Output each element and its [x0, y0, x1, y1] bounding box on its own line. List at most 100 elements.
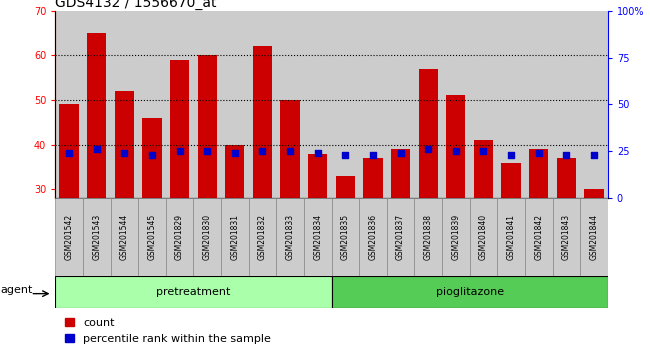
Text: GSM201831: GSM201831 — [230, 214, 239, 260]
Bar — [335, 176, 355, 198]
FancyBboxPatch shape — [248, 198, 276, 276]
Text: agent: agent — [0, 285, 32, 296]
Bar — [221, 11, 248, 198]
Bar — [525, 11, 552, 198]
FancyBboxPatch shape — [276, 198, 304, 276]
Text: GSM201833: GSM201833 — [285, 214, 294, 260]
Text: GSM201838: GSM201838 — [424, 214, 433, 260]
Point — [92, 147, 102, 152]
Point — [64, 150, 74, 156]
FancyBboxPatch shape — [83, 198, 111, 276]
Point — [174, 149, 185, 154]
FancyBboxPatch shape — [415, 198, 442, 276]
Bar — [584, 189, 604, 198]
Bar — [446, 96, 465, 198]
Bar — [501, 162, 521, 198]
Bar — [415, 11, 442, 198]
Bar — [111, 11, 138, 198]
Text: GSM201835: GSM201835 — [341, 214, 350, 260]
Point — [285, 149, 295, 154]
FancyBboxPatch shape — [469, 198, 497, 276]
Point — [506, 152, 516, 158]
Bar — [419, 69, 438, 198]
FancyBboxPatch shape — [332, 198, 359, 276]
FancyBboxPatch shape — [138, 198, 166, 276]
Bar — [552, 11, 580, 198]
Text: GSM201843: GSM201843 — [562, 214, 571, 260]
FancyBboxPatch shape — [580, 198, 608, 276]
Bar — [253, 46, 272, 198]
Bar — [194, 11, 221, 198]
FancyBboxPatch shape — [552, 198, 580, 276]
Bar — [497, 11, 525, 198]
Point — [478, 149, 489, 154]
Bar — [469, 11, 497, 198]
Bar — [580, 11, 608, 198]
FancyBboxPatch shape — [387, 198, 415, 276]
Point — [202, 149, 213, 154]
FancyBboxPatch shape — [525, 198, 552, 276]
Text: GSM201543: GSM201543 — [92, 214, 101, 260]
Legend: count, percentile rank within the sample: count, percentile rank within the sample — [61, 314, 276, 348]
FancyBboxPatch shape — [166, 198, 194, 276]
Point — [450, 149, 461, 154]
Text: GSM201830: GSM201830 — [203, 214, 212, 260]
Text: GDS4132 / 1556670_at: GDS4132 / 1556670_at — [55, 0, 216, 10]
FancyBboxPatch shape — [55, 198, 83, 276]
Text: GSM201832: GSM201832 — [258, 214, 267, 260]
Bar — [248, 11, 276, 198]
FancyBboxPatch shape — [55, 276, 332, 308]
Bar — [332, 11, 359, 198]
Text: GSM201837: GSM201837 — [396, 214, 405, 260]
Bar — [55, 11, 83, 198]
FancyBboxPatch shape — [359, 198, 387, 276]
Bar — [308, 154, 328, 198]
Bar — [87, 33, 107, 198]
Bar — [170, 60, 189, 198]
Point — [340, 152, 350, 158]
Bar — [59, 104, 79, 198]
Text: GSM201840: GSM201840 — [479, 214, 488, 260]
Bar — [359, 11, 387, 198]
Bar — [198, 55, 217, 198]
Bar — [142, 118, 162, 198]
Bar — [304, 11, 332, 198]
Point — [257, 149, 268, 154]
Text: GSM201542: GSM201542 — [64, 214, 73, 260]
Text: GSM201839: GSM201839 — [451, 214, 460, 260]
FancyBboxPatch shape — [497, 198, 525, 276]
Bar — [276, 11, 304, 198]
Text: GSM201842: GSM201842 — [534, 214, 543, 260]
Point — [423, 147, 434, 152]
Text: GSM201829: GSM201829 — [175, 214, 184, 260]
Bar — [556, 158, 576, 198]
FancyBboxPatch shape — [442, 198, 469, 276]
Bar — [391, 149, 410, 198]
Text: GSM201836: GSM201836 — [369, 214, 378, 260]
Text: GSM201545: GSM201545 — [148, 214, 157, 260]
Bar — [280, 100, 300, 198]
Bar — [114, 91, 134, 198]
Text: pretreatment: pretreatment — [156, 287, 231, 297]
Point — [229, 150, 240, 156]
Point — [561, 152, 571, 158]
Point — [589, 152, 599, 158]
FancyBboxPatch shape — [304, 198, 332, 276]
Point — [119, 150, 129, 156]
FancyBboxPatch shape — [221, 198, 248, 276]
Bar — [166, 11, 194, 198]
Point — [534, 150, 544, 156]
Point — [313, 150, 323, 156]
Bar — [474, 140, 493, 198]
Text: GSM201841: GSM201841 — [506, 214, 515, 260]
Point — [368, 152, 378, 158]
FancyBboxPatch shape — [332, 276, 608, 308]
Bar — [225, 145, 244, 198]
Text: GSM201844: GSM201844 — [590, 214, 599, 260]
FancyBboxPatch shape — [194, 198, 221, 276]
Text: pioglitazone: pioglitazone — [436, 287, 504, 297]
Bar — [363, 158, 383, 198]
Bar — [442, 11, 469, 198]
Text: GSM201544: GSM201544 — [120, 214, 129, 260]
Text: GSM201834: GSM201834 — [313, 214, 322, 260]
